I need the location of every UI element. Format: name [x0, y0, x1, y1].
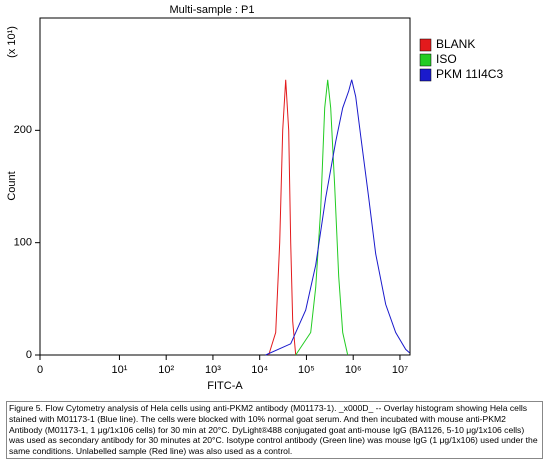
chart: Multi-sample : P1 (x 10¹) Count FITC-A 0… — [6, 4, 504, 392]
x-tick-label: 10³ — [205, 364, 221, 376]
plot-frame — [39, 17, 411, 356]
legend-label: PKM 11I4C3 — [436, 67, 503, 81]
x-tick-label: 10⁶ — [345, 364, 362, 376]
y-unit: (x 10¹) — [6, 26, 18, 58]
x-tick-label: 10⁷ — [392, 364, 408, 376]
x-tick-label: 0 — [37, 364, 43, 376]
y-axis-label: Count — [6, 171, 18, 200]
y-tick-label: 200 — [14, 124, 32, 136]
x-tick-label: 10⁴ — [251, 364, 268, 376]
histogram-line — [268, 79, 297, 356]
chart-title: Multi-sample : P1 — [170, 4, 255, 16]
histogram-line — [295, 79, 349, 356]
x-axis-label: FITC-A — [207, 380, 243, 392]
legend-swatch — [419, 68, 432, 82]
x-tick-label: 10⁵ — [298, 364, 315, 376]
legend-label: ISO — [436, 52, 457, 66]
x-tick-label: 10¹ — [111, 364, 127, 376]
x-tick-label: 10² — [158, 364, 174, 376]
legend-swatch — [419, 38, 432, 52]
y-tick-label: 100 — [14, 237, 32, 249]
histogram-line — [265, 79, 410, 356]
legend-swatch — [419, 53, 432, 67]
legend-label: BLANK — [436, 37, 475, 51]
figure-caption: Figure 5. Flow Cytometry analysis of Hel… — [6, 401, 543, 459]
y-tick-label: 0 — [26, 349, 32, 361]
